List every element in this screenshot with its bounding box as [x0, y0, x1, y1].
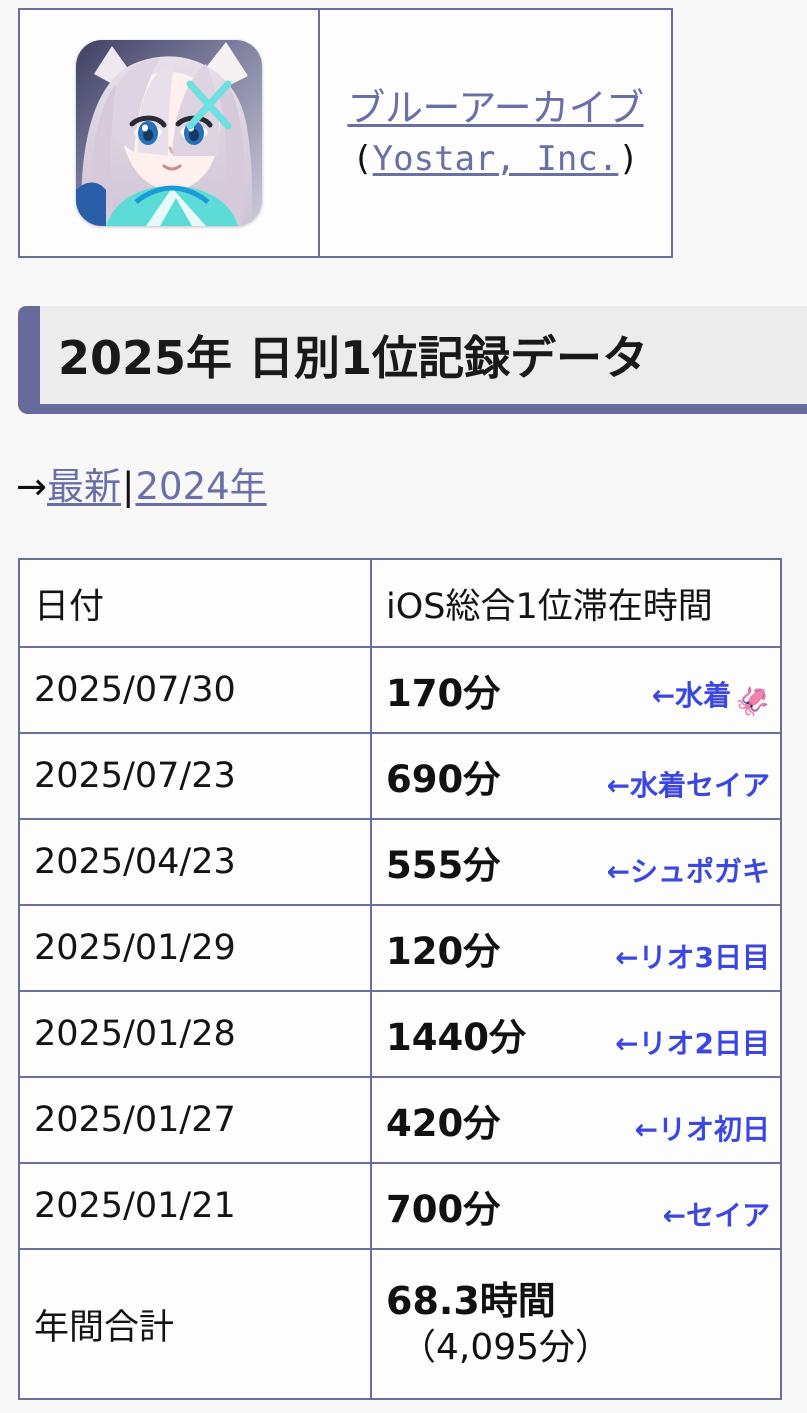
cell-total-value: 68.3時間 （4,095分）	[370, 1248, 782, 1400]
app-info-row: ブルーアーカイブ (Yostar, Inc.)	[18, 8, 673, 258]
duration-wrap: 555分 ←シュポガキ	[386, 820, 770, 904]
link-latest[interactable]: 最新	[47, 465, 122, 508]
duration-note: ←水着セイア	[606, 769, 770, 802]
section-heading: 2025年 日別1位記録データ	[18, 306, 807, 414]
cell-duration: 555分 ←シュポガキ	[370, 818, 782, 906]
table-row: 2025/01/21 700分 ←セイア	[18, 1162, 782, 1250]
cell-date: 2025/01/28	[18, 990, 372, 1078]
duration-value: 700分	[386, 1188, 501, 1231]
cell-date: 2025/07/30	[18, 646, 372, 734]
table-head: 日付 iOS総合1位滞在時間	[18, 558, 782, 648]
duration-note: ←水着 🦑	[652, 674, 770, 732]
blue-archive-app-icon	[76, 40, 262, 226]
column-header-date: 日付	[18, 558, 372, 648]
duration-note: ←セイア	[662, 1199, 770, 1232]
page-title: 2025年 日別1位記録データ	[58, 331, 649, 385]
cell-date: 2025/01/27	[18, 1076, 372, 1164]
cell-date: 2025/01/21	[18, 1162, 372, 1250]
rank-record-table: 日付 iOS総合1位滞在時間 2025/07/30 170分 ←水着 🦑 2025…	[18, 558, 782, 1400]
cell-duration: 420分 ←リオ初日	[370, 1076, 782, 1164]
duration-note: ←リオ2日目	[615, 1027, 770, 1060]
duration-wrap: 420分 ←リオ初日	[386, 1078, 770, 1162]
duration-value: 420分	[386, 1102, 501, 1145]
cell-date: 2025/04/23	[18, 818, 372, 906]
cell-total-label: 年間合計	[18, 1248, 372, 1400]
duration-value: 120分	[386, 930, 501, 973]
total-hours: 68.3時間	[386, 1278, 556, 1323]
table-row: 2025/07/23 690分 ←水着セイア	[18, 732, 782, 820]
duration-wrap: 700分 ←セイア	[386, 1164, 770, 1248]
table-body: 2025/07/30 170分 ←水着 🦑 2025/07/23 690分 ←水着…	[18, 646, 782, 1400]
duration-value: 170分	[386, 672, 501, 715]
paren-open: (	[352, 138, 373, 179]
table-total-row: 年間合計 68.3時間 （4,095分）	[18, 1248, 782, 1400]
duration-wrap: 690分 ←水着セイア	[386, 734, 770, 818]
cell-duration: 120分 ←リオ3日目	[370, 904, 782, 992]
cell-duration: 170分 ←水着 🦑	[370, 646, 782, 734]
duration-note: ←シュポガキ	[606, 855, 770, 888]
app-developer-link[interactable]: Yostar, Inc.	[372, 138, 619, 179]
table-header-row: 日付 iOS総合1位滞在時間	[18, 558, 782, 648]
duration-value: 555分	[386, 844, 501, 887]
paren-close: )	[618, 138, 639, 179]
app-name-link[interactable]: ブルーアーカイブ	[347, 86, 644, 131]
app-icon-cell	[18, 8, 320, 258]
app-developer-line: (Yostar, Inc.)	[320, 137, 671, 181]
note-text: ←水着	[651, 679, 732, 712]
arrow-right-icon: →	[16, 465, 48, 508]
link-year-2024[interactable]: 2024年	[135, 465, 267, 508]
table-row: 2025/01/27 420分 ←リオ初日	[18, 1076, 782, 1164]
duration-value: 1440分	[386, 1016, 526, 1059]
column-header-duration: iOS総合1位滞在時間	[370, 558, 782, 648]
cell-date: 2025/01/29	[18, 904, 372, 992]
cell-duration: 690分 ←水着セイア	[370, 732, 782, 820]
duration-wrap: 120分 ←リオ3日目	[386, 906, 770, 990]
cell-date: 2025/07/23	[18, 732, 372, 820]
table-row: 2025/07/30 170分 ←水着 🦑	[18, 646, 782, 734]
squid-icon: 🦑	[735, 685, 770, 718]
app-info-table: ブルーアーカイブ (Yostar, Inc.)	[18, 8, 673, 258]
cell-duration: 700分 ←セイア	[370, 1162, 782, 1250]
duration-value: 690分	[386, 758, 501, 801]
duration-note: ←リオ3日目	[615, 941, 770, 974]
total-minutes: （4,095分）	[400, 1327, 612, 1369]
nav-links: →最新|2024年	[16, 468, 267, 505]
duration-wrap: 1440分 ←リオ2日目	[386, 992, 770, 1076]
table-row: 2025/01/28 1440分 ←リオ2日目	[18, 990, 782, 1078]
app-info-text-cell: ブルーアーカイブ (Yostar, Inc.)	[318, 8, 673, 258]
cell-duration: 1440分 ←リオ2日目	[370, 990, 782, 1078]
nav-separator: |	[122, 465, 135, 508]
duration-wrap: 170分 ←水着 🦑	[386, 648, 770, 732]
table-row: 2025/01/29 120分 ←リオ3日目	[18, 904, 782, 992]
duration-note: ←リオ初日	[634, 1113, 770, 1146]
table-row: 2025/04/23 555分 ←シュポガキ	[18, 818, 782, 906]
